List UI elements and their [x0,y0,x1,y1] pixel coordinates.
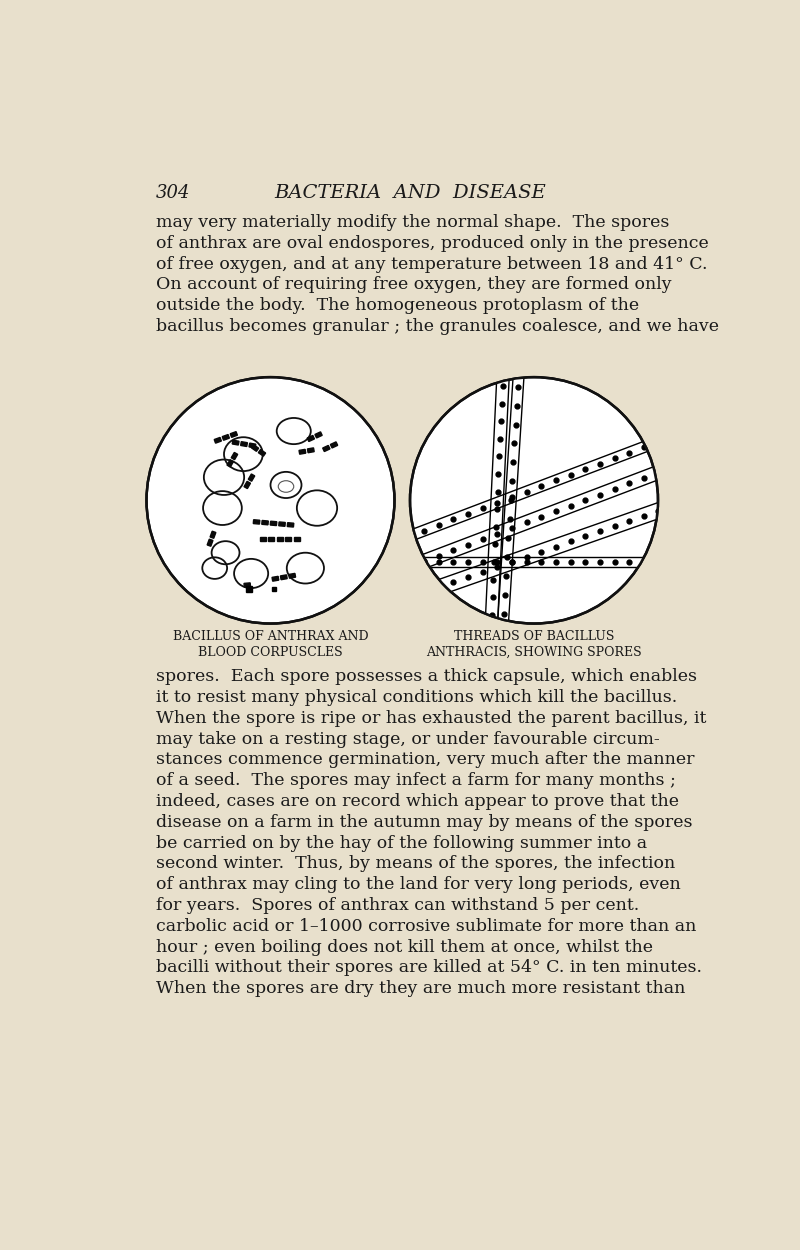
Polygon shape [262,520,268,525]
Polygon shape [485,376,509,624]
Polygon shape [294,538,300,541]
Text: may take on a resting stage, or under favourable circum-: may take on a resting stage, or under fa… [156,731,659,748]
Text: second winter.  Thus, by means of the spores, the infection: second winter. Thus, by means of the spo… [156,855,675,872]
Polygon shape [214,438,222,444]
Polygon shape [230,431,238,437]
Polygon shape [286,538,291,541]
Text: of free oxygen, and at any temperature between 18 and 41° C.: of free oxygen, and at any temperature b… [156,255,707,272]
Text: When the spores are dry they are much more resistant than: When the spores are dry they are much mo… [156,980,685,998]
Text: hour ; even boiling does not kill them at once, whilst the: hour ; even boiling does not kill them a… [156,939,653,955]
Polygon shape [210,531,216,539]
Text: disease on a farm in the autumn may by means of the spores: disease on a farm in the autumn may by m… [156,814,692,831]
Polygon shape [322,445,330,451]
Text: When the spore is ripe or has exhausted the parent bacillus, it: When the spore is ripe or has exhausted … [156,710,706,727]
Polygon shape [330,441,338,448]
Polygon shape [222,435,230,440]
Polygon shape [207,539,213,546]
Polygon shape [287,522,294,528]
Polygon shape [307,448,314,452]
Text: outside the body.  The homogeneous protoplasm of the: outside the body. The homogeneous protop… [156,298,639,314]
Text: ANTHRACIS, SHOWING SPORES: ANTHRACIS, SHOWING SPORES [426,646,642,659]
Polygon shape [232,440,239,445]
Text: for years.  Spores of anthrax can withstand 5 per cent.: for years. Spores of anthrax can withsta… [156,898,639,914]
Text: may very materially modify the normal shape.  The spores: may very materially modify the normal sh… [156,214,669,231]
Polygon shape [281,575,287,580]
Text: BLOOD CORPUSCLES: BLOOD CORPUSCLES [198,646,343,659]
Polygon shape [307,435,314,441]
Polygon shape [248,474,254,481]
Circle shape [146,378,394,624]
Polygon shape [400,462,668,576]
Text: of anthrax may cling to the land for very long periods, even: of anthrax may cling to the land for ver… [156,876,681,894]
Polygon shape [260,538,266,541]
Text: THREADS OF BACILLUS: THREADS OF BACILLUS [454,630,614,644]
Polygon shape [244,582,250,587]
Text: indeed, cases are on record which appear to prove that the: indeed, cases are on record which appear… [156,792,678,810]
Polygon shape [498,376,524,624]
Circle shape [410,378,658,624]
Polygon shape [289,574,295,579]
Polygon shape [258,450,266,456]
Text: it to resist many physical conditions which kill the bacillus.: it to resist many physical conditions wh… [156,689,677,706]
Polygon shape [315,431,322,437]
Polygon shape [268,538,274,541]
Text: bacilli without their spores are killed at 54° C. in ten minutes.: bacilli without their spores are killed … [156,959,702,976]
Text: of a seed.  The spores may infect a farm for many months ;: of a seed. The spores may infect a farm … [156,772,676,789]
Text: carbolic acid or 1–1000 corrosive sublimate for more than an: carbolic acid or 1–1000 corrosive sublim… [156,918,696,935]
Text: spores.  Each spore possesses a thick capsule, which enables: spores. Each spore possesses a thick cap… [156,669,697,685]
Polygon shape [402,558,666,566]
Polygon shape [400,501,668,608]
Polygon shape [299,449,306,454]
Text: 304: 304 [156,184,190,201]
Polygon shape [227,460,234,468]
Polygon shape [400,434,668,544]
Text: BACTERIA  AND  DISEASE: BACTERIA AND DISEASE [274,184,546,201]
Polygon shape [270,521,277,525]
Polygon shape [244,481,250,489]
Polygon shape [254,520,260,524]
Text: On account of requiring free oxygen, they are formed only: On account of requiring free oxygen, the… [156,276,671,294]
Polygon shape [272,576,278,581]
Text: of anthrax are oval endospores, produced only in the presence: of anthrax are oval endospores, produced… [156,235,709,251]
Polygon shape [249,442,256,448]
Text: be carried on by the hay of the following summer into a: be carried on by the hay of the followin… [156,835,647,851]
Text: BACILLUS OF ANTHRAX AND: BACILLUS OF ANTHRAX AND [173,630,368,644]
Polygon shape [277,538,283,541]
Polygon shape [241,441,247,446]
Text: bacillus becomes granular ; the granules coalesce, and we have: bacillus becomes granular ; the granules… [156,318,718,335]
Polygon shape [231,452,238,460]
Polygon shape [278,522,286,526]
Polygon shape [251,445,258,451]
Text: stances commence germination, very much after the manner: stances commence germination, very much … [156,751,694,769]
